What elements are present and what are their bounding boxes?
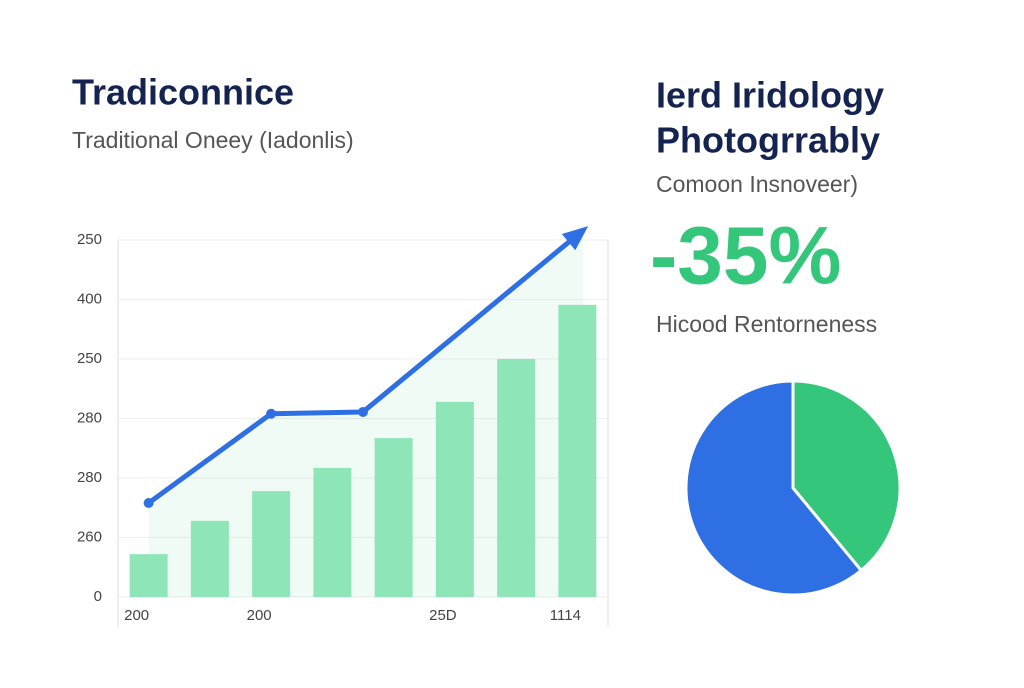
x-tick-label: 1114 xyxy=(550,607,581,624)
pie-slice xyxy=(684,379,864,597)
y-tick-label: 400 xyxy=(77,290,102,307)
side-subtitle: Comoon Insnoveer) xyxy=(656,171,858,197)
line-dot xyxy=(143,497,154,508)
y-tick-label: 280 xyxy=(77,409,102,426)
line xyxy=(147,227,586,506)
y-tick-label: 250 xyxy=(77,231,102,248)
x-tick-label: 200 xyxy=(247,607,272,624)
stat: -35% xyxy=(650,211,841,302)
bar xyxy=(558,304,597,597)
bar xyxy=(313,467,352,597)
side-title: Ierd Iridology xyxy=(656,75,884,116)
y-tick-label: 260 xyxy=(77,528,102,545)
bar xyxy=(190,520,229,597)
bar xyxy=(374,438,413,597)
line-dot xyxy=(358,406,368,417)
x-tick-label: 25D xyxy=(429,607,457,624)
arrow-head xyxy=(561,226,589,251)
y-tick-label: 0 xyxy=(94,588,102,605)
bar xyxy=(435,401,474,597)
line-dot xyxy=(266,408,277,419)
bar xyxy=(497,359,536,597)
chart-title: Tradiconnice xyxy=(72,72,294,113)
side-title: Photogrrably xyxy=(656,120,880,161)
x-tick-label: 200 xyxy=(124,607,149,624)
stat-label: Hicood Rentorneness xyxy=(656,311,877,337)
y-tick-label: 250 xyxy=(77,350,102,367)
bar xyxy=(129,554,168,597)
chart-subtitle: Traditional Oneey (Iadonlis) xyxy=(72,127,354,153)
bar xyxy=(252,491,291,597)
y-tick-label: 280 xyxy=(77,469,102,486)
pie-slice xyxy=(791,379,902,573)
